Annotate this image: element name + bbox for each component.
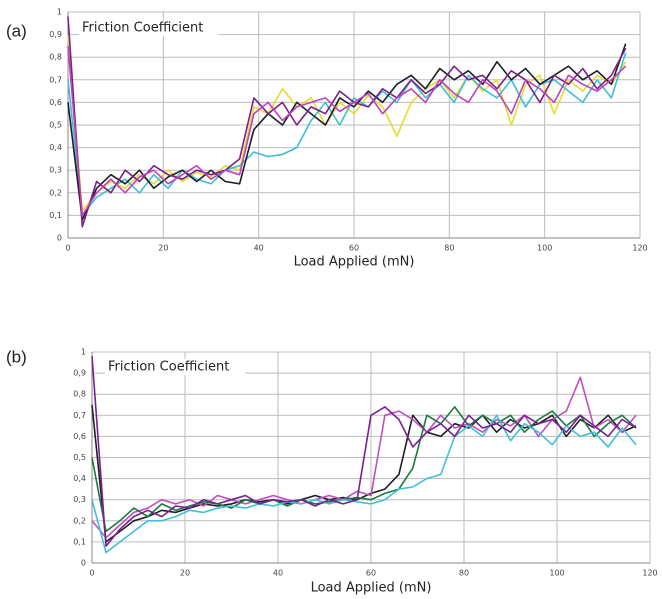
y-tick-label: 0,6 — [49, 98, 62, 107]
y-tick-label: 0,7 — [73, 411, 86, 420]
y-tick-label: 0,5 — [49, 121, 62, 130]
panel-label: (a) — [6, 21, 27, 40]
series-line — [91, 356, 637, 547]
y-tick-label: 0,9 — [49, 30, 62, 39]
x-axis-label: Load Applied (mN) — [311, 581, 432, 596]
series-line — [67, 16, 627, 228]
series-line — [91, 404, 637, 543]
chart-title: Friction Coefficient — [82, 21, 203, 36]
y-tick-label: 0 — [81, 559, 86, 568]
y-tick-label: 0,3 — [49, 166, 62, 175]
y-tick-label: 0,4 — [49, 143, 62, 152]
panel-label: (b) — [6, 347, 27, 366]
x-tick-label: 80 — [459, 569, 469, 578]
chart-title: Friction Coefficient — [108, 360, 229, 375]
series-line — [67, 52, 627, 217]
y-tick-label: 0,1 — [49, 211, 62, 220]
x-axis-label: Load Applied (mN) — [294, 255, 415, 270]
x-tick-label: 120 — [632, 244, 647, 253]
x-tick-label: 80 — [444, 244, 454, 253]
x-tick-label: 20 — [158, 244, 168, 253]
y-tick-label: 0,2 — [49, 188, 62, 197]
series-line — [91, 376, 637, 539]
x-tick-label: 40 — [254, 244, 264, 253]
y-tick-label: 0 — [57, 234, 62, 243]
y-tick-label: 0,5 — [73, 453, 86, 462]
x-tick-label: 60 — [349, 244, 359, 253]
y-tick-label: 0,2 — [73, 516, 86, 525]
x-tick-label: 60 — [366, 569, 376, 578]
y-tick-label: 0,6 — [73, 432, 86, 441]
x-tick-label: 100 — [537, 244, 552, 253]
series-line — [67, 43, 627, 221]
x-tick-label: 20 — [180, 569, 190, 578]
series-line — [91, 414, 637, 554]
x-tick-label: 120 — [642, 569, 657, 578]
y-tick-label: 0,8 — [49, 53, 62, 62]
title-background — [79, 20, 219, 36]
y-tick-label: 1 — [57, 8, 62, 17]
x-tick-label: 0 — [89, 569, 94, 578]
y-tick-label: 0,4 — [73, 474, 86, 483]
y-tick-label: 0,1 — [73, 537, 86, 546]
title-background — [105, 359, 245, 375]
y-tick-label: 0,9 — [73, 369, 86, 378]
series-line — [91, 406, 637, 533]
series-line — [67, 45, 627, 217]
x-tick-label: 40 — [273, 569, 283, 578]
x-tick-label: 0 — [65, 244, 70, 253]
x-tick-label: 100 — [549, 569, 564, 578]
y-tick-label: 0,3 — [73, 495, 86, 504]
y-tick-label: 0,8 — [73, 390, 86, 399]
y-tick-label: 0,7 — [49, 75, 62, 84]
y-tick-label: 1 — [81, 348, 86, 357]
